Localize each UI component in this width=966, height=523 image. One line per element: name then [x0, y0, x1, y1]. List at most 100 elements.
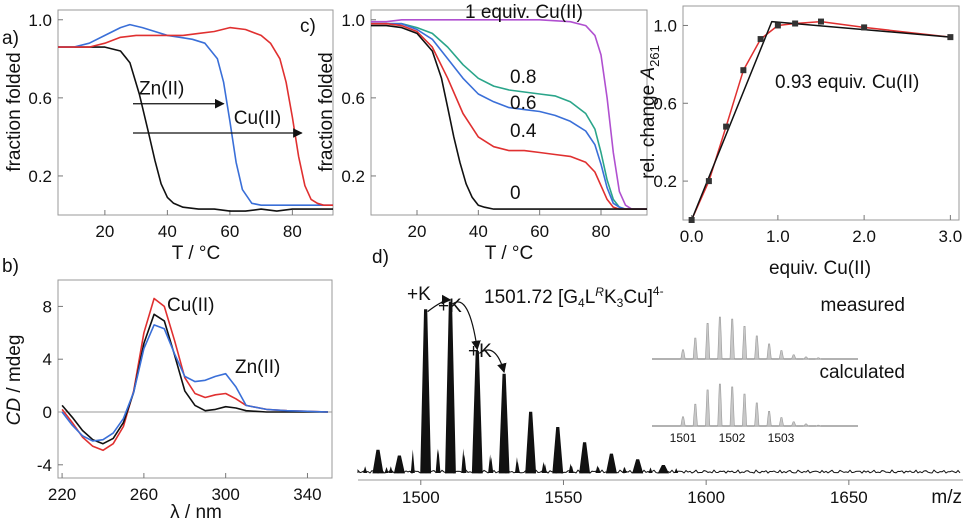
panel-a-melting-curves: a) 0.2 0.6 1.0 20 40 60 80 Zn(II) Cu(II) fract… [2, 9, 334, 264]
panel-e-frame [682, 5, 960, 221]
panel-a-ytick-label: 0.2 [28, 167, 52, 186]
panel-d-inset-peak [766, 343, 772, 360]
panel-d-k-label-0: +K [407, 284, 431, 305]
panel-b-series-label-2: Zn(II) [235, 357, 280, 378]
panel-d-satellite-peak [648, 468, 653, 473]
panel-d-inset-peak [791, 421, 797, 427]
panel-c-series-label-4: 0 [510, 183, 521, 204]
panel-c-xtick-label: 80 [592, 222, 611, 241]
panel-b-cd-spectra: b) -4 0 4 8 220 260 300 340 Cu(II) Zn(II) CD / … [2, 256, 333, 523]
panel-d-title-L: L [585, 287, 596, 308]
panel-b-series-line-2 [61, 324, 328, 442]
panel-e-data-point [757, 36, 764, 43]
panel-d-satellite-peak [674, 468, 679, 473]
panel-b-xtick-label: 260 [130, 485, 158, 504]
panel-a-ytick-label: 0.6 [28, 89, 52, 108]
panel-d-inset-tick-label: 1502 [719, 431, 746, 445]
panel-d-title: 1501.72 [G4LRK3Cu]4- [484, 284, 664, 310]
panel-d-xlabel: m/z [931, 487, 962, 508]
panel-d-satellite-peak [622, 467, 627, 473]
panel-d-inset-peak [754, 402, 760, 427]
panel-d-xtick-label: 1500 [402, 488, 440, 507]
panel-d-title-Cu: Cu] [623, 287, 653, 308]
panel-d-title-charge: 4- [653, 284, 664, 298]
panel-a-xtick-label: 60 [220, 222, 239, 241]
panel-d-inset-peak [815, 357, 822, 360]
panel-d-inset-peak [778, 417, 784, 427]
panel-e-data-point [740, 67, 747, 74]
panel-c-ylabel: fraction folded [316, 52, 337, 171]
panel-e-ytick-label: 0.2 [653, 172, 677, 191]
panel-d-inset-peak [692, 403, 698, 427]
panel-c-series-label-3: 0.4 [510, 121, 537, 142]
panel-e-ylabel-main: rel. change [638, 80, 659, 179]
panel-d-peak-6 [525, 411, 537, 474]
panel-d-satellite-peak [363, 466, 368, 473]
panel-a-xlabel: T / °C [172, 243, 220, 264]
panel-d-inset-peak [815, 424, 821, 427]
panel-d-inset-peak [705, 323, 711, 360]
panel-d-inset-peak [741, 325, 748, 360]
panel-d-inset-tick-label: 1503 [768, 431, 795, 445]
panel-d-satellite-peak [515, 461, 520, 473]
panel-d-k-label-1: +K [438, 296, 462, 317]
panel-b-xlabel: λ / nm [170, 502, 222, 523]
panel-c-series-line-0 [371, 19, 647, 210]
panel-a-xtick-label: 40 [158, 222, 177, 241]
panel-a-series-line-2 [58, 26, 333, 206]
panel-e-series-line-0 [690, 20, 951, 221]
panel-a-annotation-0: Zn(II) [139, 79, 184, 100]
panel-a-xtick-label: 20 [95, 222, 114, 241]
panel-d-inset-peak [680, 349, 686, 360]
panel-d-title-main: 1501.72 [G [484, 287, 578, 308]
panel-e-data-point [705, 178, 712, 185]
panel-d-inset-label-0: measured [821, 295, 906, 316]
panel-d-satellite-peak [462, 454, 467, 473]
panel-d-peak-4 [471, 351, 483, 474]
panel-c-ytick-label: 1.0 [341, 11, 365, 30]
panel-d-xtick-label: 1550 [545, 488, 583, 507]
panel-b-series-line-1 [61, 313, 328, 445]
panel-c-series-line-4 [371, 24, 647, 210]
panel-c-melting-curves-titration: c) 0.2 0.6 1.0 20 40 60 80 1 equiv. Cu(II) 0.8… [300, 2, 648, 264]
panel-d-title-sub-3: 3 [617, 296, 624, 310]
panel-c-series-label-2: 0.6 [510, 93, 536, 114]
panel-b-ytick-label: 0 [43, 403, 52, 422]
panel-c-series-label-1: 0.8 [510, 67, 536, 88]
panel-c-frame [370, 9, 648, 216]
panel-a-ylabel: fraction folded [4, 52, 25, 171]
panel-d-inset-peak [717, 316, 723, 360]
panel-a-label: a) [2, 28, 19, 49]
panel-e-data-point [774, 22, 781, 29]
panel-e-xtick-label: 1.0 [766, 227, 790, 246]
panel-d-peak-2 [420, 309, 432, 474]
panel-b-series-line-0 [61, 297, 328, 452]
panel-d-peak-8 [579, 442, 591, 474]
panel-d-inset-peak [741, 393, 748, 427]
panel-d-satellite-peak [435, 448, 440, 473]
panel-absorbance-titration: 0.2 0.6 1.0 0.0 1.0 2.0 3.0 0.93 equiv. Cu(II… [638, 5, 962, 279]
panel-e-xtick-label: 0.0 [680, 227, 704, 246]
panel-e-data-point [792, 20, 799, 27]
panel-d-peak-5 [498, 373, 510, 474]
panel-d-title-sup-R: R [595, 285, 604, 299]
panel-b-ytick-label: -4 [37, 456, 52, 475]
panel-a-series-line-0 [58, 46, 333, 212]
panel-c-xlabel: T / °C [485, 243, 533, 264]
panel-b-ylabel-italic: CD [4, 398, 25, 426]
panel-c-ytick-label: 0.2 [341, 167, 365, 186]
panel-e-ylabel-italic: A [638, 67, 659, 81]
panel-d-k-arrow-1 [452, 301, 481, 351]
panel-d-inset-peak [803, 423, 809, 427]
panel-e-data-point [723, 123, 730, 130]
panel-d-satellite-peak [410, 449, 415, 473]
panel-d-peak-0 [372, 449, 384, 474]
panel-d-satellite-peak [542, 463, 547, 473]
panel-d-inset-peak [766, 411, 772, 427]
panel-d-label: d) [372, 247, 389, 268]
panel-d-satellite-peak [596, 466, 601, 473]
panel-e-xtick-label: 2.0 [852, 227, 876, 246]
panel-b-series-label-0: Cu(II) [167, 295, 215, 316]
panel-d-k-label-2: +K [468, 341, 492, 362]
